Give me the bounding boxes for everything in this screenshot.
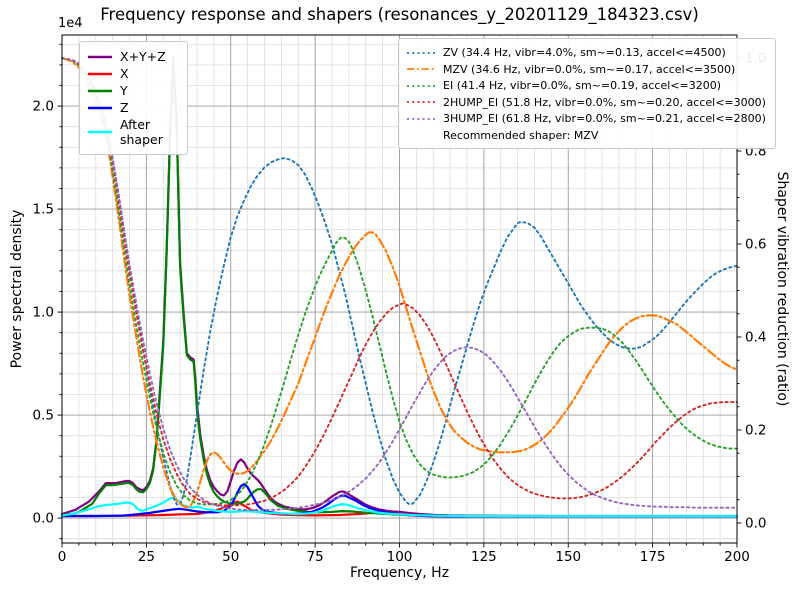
legend-item-label: MZV (34.6 Hz, vibr=0.0%, sm~=0.17, accel… <box>443 62 736 76</box>
legend-line-sample <box>407 101 435 104</box>
legend-item-label: 3HUMP_EI (61.8 Hz, vibr=0.0%, sm~=0.21, … <box>443 112 766 126</box>
legend-item-label: Y <box>120 83 128 98</box>
legend-item-label: X+Y+Z <box>120 49 166 64</box>
legend-line-sample <box>407 51 435 54</box>
legend-psd: X+Y+Z X Y Z After shaper <box>79 41 188 155</box>
y-axis-left-label: Power spectral density <box>9 209 25 369</box>
legend-item-y: Y <box>87 83 178 98</box>
legend-line-sample <box>88 72 112 75</box>
series-y <box>60 57 739 518</box>
y-axis-offset-text: 1e4 <box>58 16 83 31</box>
recommended-shaper-note: Recommended shaper: MZV <box>443 128 599 142</box>
y-right-tick-label: 0.2 <box>745 423 766 439</box>
series-zv <box>61 57 738 506</box>
chart-title: Frequency response and shapers (resonanc… <box>100 5 699 24</box>
legend-item-label: Z <box>120 100 129 115</box>
legend-line-sample <box>88 130 112 134</box>
x-axis-label: Frequency, Hz <box>349 565 450 581</box>
series-mzv <box>60 56 739 509</box>
y-left-tick-label: 0.0 <box>33 511 54 527</box>
x-tick-label: 175 <box>640 549 666 565</box>
x-tick-label: 75 <box>307 549 324 565</box>
legend-item-x: X <box>87 66 178 81</box>
x-tick-label: 25 <box>138 549 155 565</box>
series-2hump-ei <box>61 57 738 507</box>
y-axis-right-label: Shaper vibration reduction (ratio) <box>774 171 790 407</box>
legend-line-sample <box>407 84 435 87</box>
series-after-shaper <box>60 496 739 518</box>
legend-item-2hump-ei: 2HUMP_EI (51.8 Hz, vibr=0.0%, sm~=0.20, … <box>406 95 766 111</box>
legend-shapers: ZV (34.4 Hz, vibr=4.0%, sm~=0.13, accel<… <box>398 38 776 149</box>
y-left-tick-label: 0.5 <box>33 408 54 424</box>
series-3hump-ei <box>61 57 738 511</box>
y-right-tick-label: 0.6 <box>745 237 766 253</box>
y-right-tick-label: 0.4 <box>745 330 766 346</box>
x-tick-label: 150 <box>555 549 581 565</box>
legend-line-sample <box>407 117 435 120</box>
legend-item-label: X <box>120 66 129 81</box>
y-left-tick-label: 2.0 <box>33 99 54 115</box>
x-tick-label: 0 <box>58 549 67 565</box>
legend-item-label: ZV (34.4 Hz, vibr=4.0%, sm~=0.13, accel<… <box>443 46 726 60</box>
legend-item-label: 2HUMP_EI (51.8 Hz, vibr=0.0%, sm~=0.20, … <box>443 95 766 109</box>
legend-line-sample <box>407 68 435 71</box>
y-left-tick-label: 1.5 <box>33 202 54 218</box>
legend-item-mzv: MZV (34.6 Hz, vibr=0.0%, sm~=0.17, accel… <box>406 62 766 78</box>
legend-item-ei: EI (41.4 Hz, vibr=0.0%, sm~=0.19, accel<… <box>406 78 766 94</box>
legend-item-z: Z <box>87 100 178 115</box>
legend-item-label: EI (41.4 Hz, vibr=0.0%, sm~=0.19, accel<… <box>443 79 721 93</box>
legend-item-x-y-z: X+Y+Z <box>87 49 178 64</box>
legend-line-sample <box>88 55 112 58</box>
x-tick-label: 125 <box>471 549 497 565</box>
y-left-tick-label: 1.0 <box>33 305 54 321</box>
legend-item-after-shaper: After shaper <box>87 117 178 147</box>
legend-item-zv: ZV (34.4 Hz, vibr=4.0%, sm~=0.13, accel<… <box>406 45 766 61</box>
legend-line-sample <box>88 89 112 92</box>
x-tick-label: 100 <box>387 549 413 565</box>
x-tick-label: 200 <box>724 549 750 565</box>
x-tick-label: 50 <box>222 549 239 565</box>
legend-item-label: After shaper <box>120 117 163 147</box>
legend-line-sample <box>88 106 112 109</box>
legend-item-3hump-ei: 3HUMP_EI (61.8 Hz, vibr=0.0%, sm~=0.21, … <box>406 111 766 127</box>
series-ei <box>61 57 738 506</box>
y-right-tick-label: 0.0 <box>745 516 766 532</box>
